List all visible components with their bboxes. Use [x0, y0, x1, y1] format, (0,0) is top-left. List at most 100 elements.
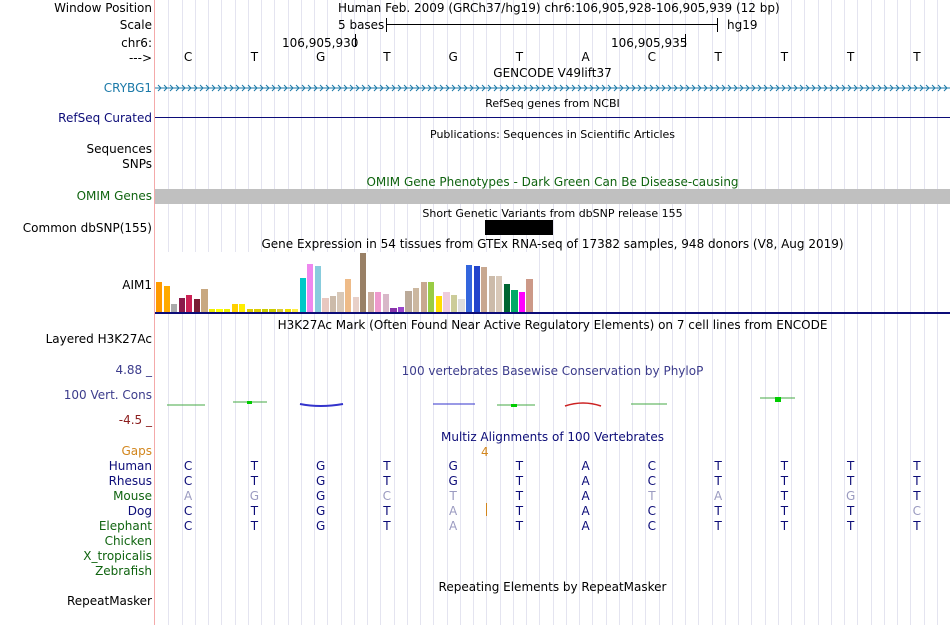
gtex-tissue-bar[interactable]: [518, 292, 526, 312]
gtex-tissue-bar[interactable]: [163, 286, 170, 312]
species-base: G: [448, 459, 458, 473]
gtex-tissue-bar[interactable]: [390, 308, 397, 312]
gtex-tissue-bar[interactable]: [428, 282, 435, 312]
omim-label[interactable]: OMIM Genes: [76, 189, 152, 203]
snps-label[interactable]: SNPs: [122, 157, 152, 171]
gtex-tissue-bar[interactable]: [156, 282, 163, 312]
gtex-tissue-bar[interactable]: [473, 266, 480, 312]
refseq-label[interactable]: RefSeq Curated: [58, 111, 152, 125]
gtex-tissue-bar[interactable]: [360, 253, 367, 312]
reference-base: C: [647, 50, 657, 64]
species-label[interactable]: Rhesus: [108, 474, 152, 488]
refseq-line[interactable]: [155, 117, 950, 118]
gtex-tissue-bar[interactable]: [450, 295, 458, 312]
gtex-tissue-bar[interactable]: [413, 288, 420, 312]
gtex-tissue-bar[interactable]: [367, 292, 374, 312]
gtex-tissue-bar[interactable]: [246, 309, 253, 312]
gtex-tissue-bar[interactable]: [488, 276, 495, 312]
gtex-tissue-bar[interactable]: [208, 309, 216, 312]
species-base: T: [648, 489, 656, 503]
species-base: C: [183, 504, 193, 518]
gtex-tissue-bar[interactable]: [375, 292, 382, 312]
species-base: T: [383, 504, 391, 518]
gtex-tissue-bar[interactable]: [526, 279, 533, 312]
gtex-baseline: [155, 312, 950, 314]
gtex-tissue-bar[interactable]: [420, 282, 427, 312]
species-label[interactable]: Elephant: [98, 519, 152, 533]
species-base: G: [315, 489, 326, 503]
gtex-tissue-bar[interactable]: [322, 298, 329, 312]
species-label[interactable]: Dog: [127, 504, 152, 518]
assembly-label: hg19: [727, 18, 758, 32]
species-label[interactable]: X_tropicalis: [83, 549, 152, 563]
scale-bar: [386, 18, 718, 32]
cons-label[interactable]: 100 Vert. Cons: [63, 388, 152, 402]
gtex-tissue-bar[interactable]: [224, 309, 231, 312]
gtex-tissue-bar[interactable]: [186, 295, 193, 312]
gtex-tissue-bar[interactable]: [171, 304, 178, 312]
gtex-tissue-bar[interactable]: [345, 279, 352, 312]
sequences-label[interactable]: Sequences: [86, 142, 152, 156]
cons-wiggle[interactable]: [155, 393, 950, 413]
gtex-tissue-bar[interactable]: [405, 291, 412, 312]
dbsnp-variant[interactable]: [485, 220, 553, 235]
gtex-tissue-bar[interactable]: [239, 304, 246, 312]
gtex-tissue-bar[interactable]: [503, 284, 510, 312]
gtex-tissue-bar[interactable]: [458, 299, 465, 312]
gencode-gene-model[interactable]: [155, 82, 950, 94]
publications-title: Publications: Sequences in Scientific Ar…: [430, 128, 675, 141]
gtex-tissue-bar[interactable]: [397, 307, 405, 312]
species-base: T: [913, 459, 921, 473]
cons-max-label: 4.88 _: [115, 363, 152, 377]
gencode-gene-label[interactable]: CRYBG1: [103, 81, 152, 95]
omim-gene-bar[interactable]: [155, 189, 950, 204]
gtex-tissue-bar[interactable]: [292, 309, 299, 312]
gtex-tissue-bar[interactable]: [443, 292, 450, 312]
gtex-bar-chart[interactable]: [155, 252, 533, 312]
species-base: C: [647, 519, 657, 533]
repeatmasker-label[interactable]: RepeatMasker: [66, 594, 152, 608]
gtex-tissue-bar[interactable]: [352, 297, 359, 312]
gtex-tissue-bar[interactable]: [216, 309, 223, 312]
species-label[interactable]: Zebrafish: [95, 564, 152, 578]
gtex-tissue-bar[interactable]: [261, 309, 269, 312]
gtex-tissue-bar[interactable]: [314, 266, 321, 312]
gtex-tissue-bar[interactable]: [201, 289, 208, 312]
species-label[interactable]: Mouse: [113, 489, 152, 503]
gtex-tissue-bar[interactable]: [231, 304, 238, 312]
gtex-tissue-bar[interactable]: [307, 264, 314, 312]
species-label[interactable]: Human: [108, 459, 152, 473]
position-title[interactable]: Human Feb. 2009 (GRCh37/hg19) chr6:106,9…: [338, 1, 780, 15]
strand-label: --->: [128, 51, 152, 65]
gtex-tissue-bar[interactable]: [284, 309, 291, 312]
species-base: T: [383, 459, 391, 473]
species-base: T: [780, 459, 789, 473]
species-base: T: [780, 474, 789, 488]
gtex-tissue-bar[interactable]: [269, 309, 276, 312]
gtex-tissue-bar[interactable]: [511, 290, 518, 312]
gtex-tissue-bar[interactable]: [435, 296, 442, 312]
gtex-tissue-bar[interactable]: [329, 296, 337, 312]
chrom-label: chr6:: [121, 36, 152, 50]
species-base: T: [515, 519, 524, 533]
gtex-tissue-bar[interactable]: [193, 299, 201, 312]
gtex-tissue-bar[interactable]: [496, 276, 503, 312]
gtex-tissue-bar[interactable]: [465, 265, 473, 312]
h3k27ac-label[interactable]: Layered H3K27Ac: [45, 332, 152, 346]
gtex-tissue-bar[interactable]: [382, 294, 390, 312]
multiz-title: Multiz Alignments of 100 Vertebrates: [440, 430, 665, 444]
dbsnp-label[interactable]: Common dbSNP(155): [22, 221, 152, 235]
coord-right-tick: [685, 34, 686, 47]
gtex-gene-label[interactable]: AIM1: [122, 278, 152, 292]
species-base: T: [250, 519, 259, 533]
gtex-tissue-bar[interactable]: [299, 278, 306, 312]
gtex-tissue-bar[interactable]: [481, 267, 488, 312]
gtex-tissue-bar[interactable]: [254, 309, 261, 312]
gtex-tissue-bar[interactable]: [276, 309, 284, 312]
gtex-tissue-bar[interactable]: [337, 292, 344, 312]
species-base: T: [449, 489, 457, 503]
gtex-tissue-bar[interactable]: [178, 298, 185, 312]
species-label[interactable]: Chicken: [104, 534, 152, 548]
species-base: C: [647, 504, 657, 518]
gaps-label[interactable]: Gaps: [121, 444, 152, 458]
